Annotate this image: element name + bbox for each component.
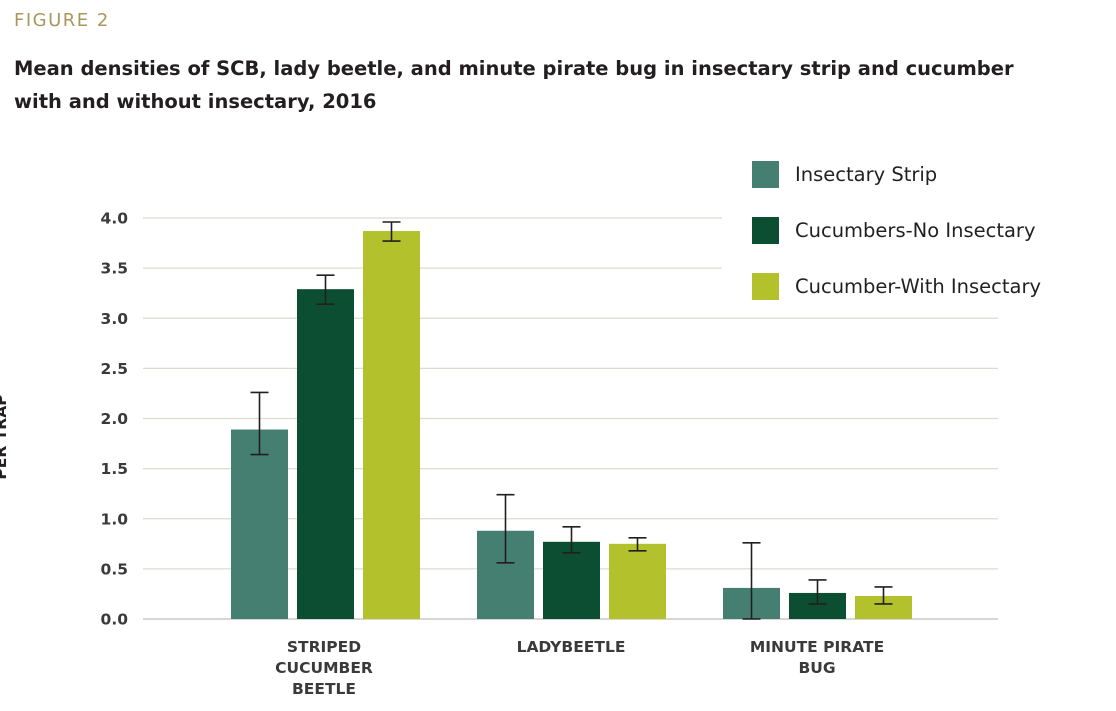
y-tick-label: 1.5 [101, 460, 128, 478]
y-tick-label: 1.0 [101, 510, 129, 528]
y-tick-label: 0.0 [101, 611, 129, 629]
x-category-label: LADYBEETLE [516, 638, 626, 656]
legend-swatch [752, 216, 779, 244]
chart-title: Mean densities of SCB, lady beetle, and … [14, 57, 1014, 113]
y-tick-label: 0.5 [101, 560, 128, 578]
x-category-label: STRIPED CUCUMBER BEETLE [275, 638, 373, 698]
y-tick-labels: 0.0 0.5 1.0 1.5 2.0 2.5 3.0 3.5 4.0 [101, 210, 129, 629]
x-category-label: MINUTE PIRATE BUG [749, 638, 885, 677]
legend-swatch [752, 272, 779, 300]
legend-label: Insectary Strip [795, 162, 938, 186]
legend-item: Cucumber-With Insectary [752, 258, 1041, 314]
legend-item: Cucumbers-No Insectary [752, 202, 1041, 258]
y-tick-label: 3.0 [101, 310, 129, 328]
bar [855, 595, 912, 619]
legend-label: Cucumbers-No Insectary [795, 218, 1036, 242]
bars [231, 231, 912, 619]
y-tick-label: 2.0 [101, 410, 129, 428]
bar [363, 231, 420, 619]
bar [609, 543, 666, 619]
bar [231, 429, 288, 619]
legend-label: Cucumber-With Insectary [795, 274, 1042, 298]
legend-swatch [752, 160, 779, 188]
figure-label: FIGURE 2 [14, 10, 110, 31]
y-tick-label: 4.0 [101, 210, 129, 228]
legend-item: Insectary Strip [752, 146, 1041, 202]
bar [543, 541, 600, 619]
y-axis-title-text: AVERAGE NO. OF INSECTS PER TRAP [0, 394, 10, 480]
error-bars [250, 221, 893, 620]
bar [297, 289, 354, 619]
y-tick-label: 2.5 [101, 360, 128, 378]
y-tick-label: 3.5 [101, 260, 128, 278]
legend: Insectary Strip Cucumbers-No Insectary C… [752, 146, 1041, 314]
